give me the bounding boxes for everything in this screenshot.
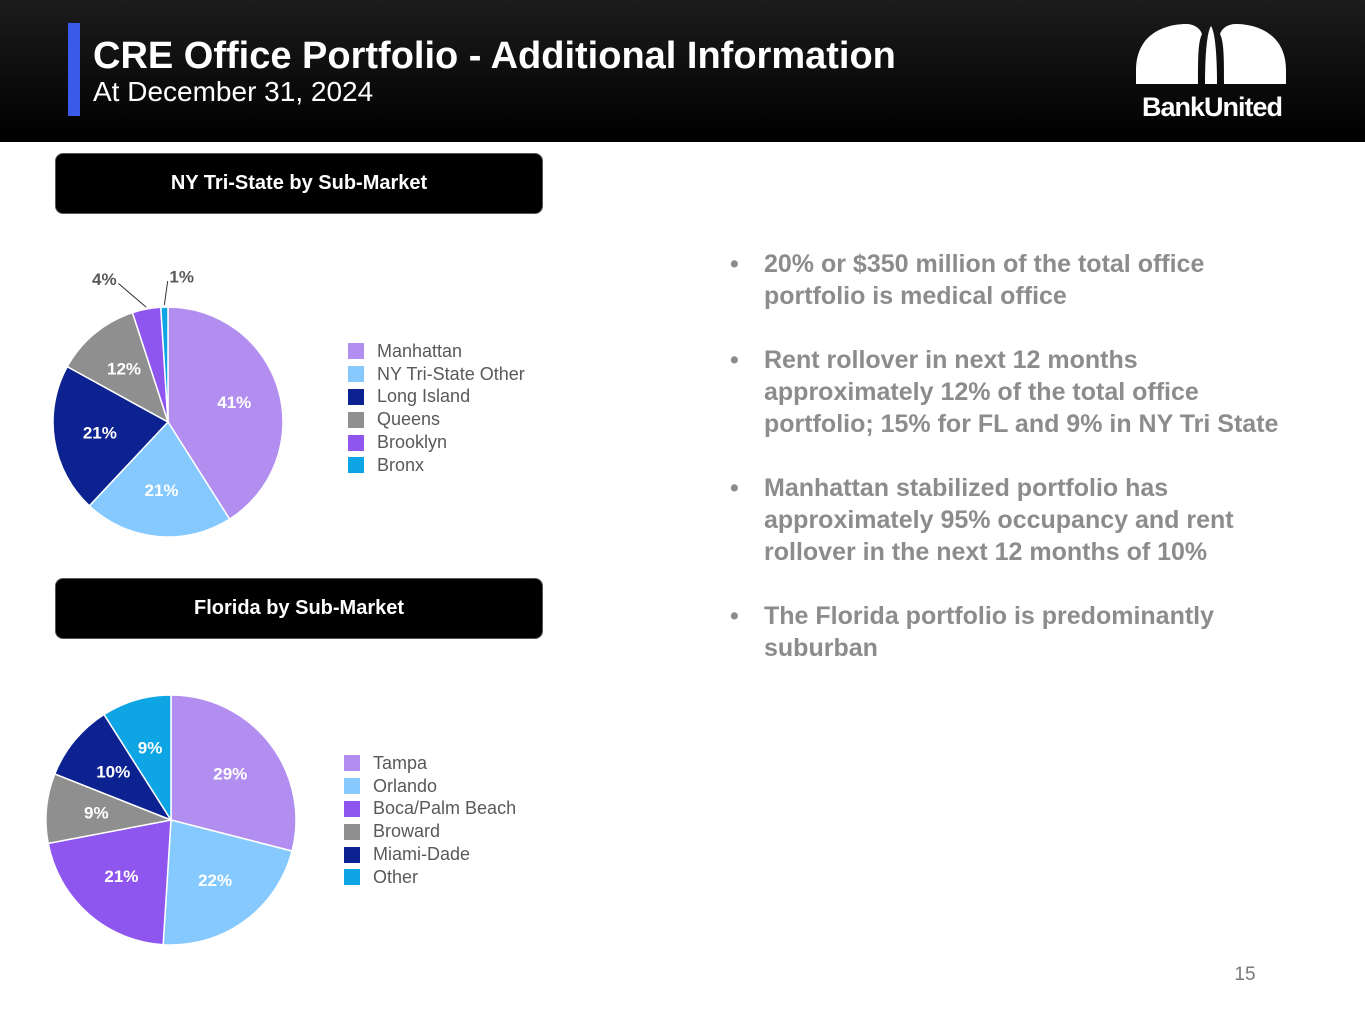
data-label-manhattan: 41%: [217, 393, 251, 412]
legend-label: Broward: [373, 821, 441, 842]
bullet-dot: •: [730, 602, 739, 630]
bullet-text: Manhattan stabilized portfolio has appro…: [764, 474, 1234, 566]
pie-slice-tampa: [170, 694, 297, 852]
pie-slice-ny-tri-state-other: [88, 420, 231, 538]
legend-swatch: [348, 388, 364, 405]
legend-item-other: Other: [344, 866, 516, 889]
legend-swatch: [344, 846, 360, 863]
slide-title: CRE Office Portfolio - Additional Inform…: [93, 35, 896, 77]
bullet-item: • The Florida portfolio is predominantly …: [730, 600, 1290, 664]
legend-label: Other: [373, 866, 419, 887]
florida-pie-chart: 29% 22% 21% 9% 10% 9%: [45, 694, 297, 946]
pie-slice-other: [102, 694, 172, 823]
bullet-text: 20% or $350 million of the total office …: [764, 250, 1205, 310]
leader-line-bronx: [163, 280, 169, 306]
legend-label: Boca/Palm Beach: [373, 798, 517, 819]
data-label-long-island: 21%: [83, 423, 117, 442]
pie-slice-miami-dade: [53, 713, 173, 822]
data-label-bronx: 1%: [169, 268, 194, 287]
florida-chart-title: Florida by Sub-Market: [55, 578, 543, 639]
legend-label: Orlando: [373, 775, 438, 796]
florida-pie-legend: Tampa Orlando Boca/Palm Beach Broward Miami-…: [344, 752, 516, 889]
pie-slice-orlando: [162, 819, 293, 946]
legend-item-boca-palm-beach: Boca/Palm Beach: [344, 798, 516, 821]
logo-arch-icon: [1136, 24, 1286, 84]
legend-item-manhattan: Manhattan: [348, 340, 525, 363]
legend-item-queens: Queens: [348, 408, 525, 431]
logo-text: BankUnited: [1141, 92, 1283, 122]
legend-swatch: [344, 755, 360, 772]
legend-label: Manhattan: [377, 340, 463, 361]
legend-swatch: [348, 343, 364, 360]
data-label-broward: 9%: [84, 803, 109, 822]
legend-item-tampa: Tampa: [344, 752, 516, 775]
data-label-brooklyn: 4%: [92, 270, 117, 289]
legend-item-ny-tri-state-other: NY Tri-State Other: [348, 363, 525, 386]
legend-label: NY Tri-State Other: [377, 363, 525, 384]
data-label-tampa: 29%: [213, 765, 247, 784]
bullet-text: Rent rollover in next 12 months approxim…: [764, 346, 1279, 438]
slide-subtitle: At December 31, 2024: [93, 76, 374, 107]
legend-item-bronx: Bronx: [348, 454, 525, 477]
bullet-text: The Florida portfolio is predominantly s…: [764, 602, 1215, 662]
pie-slice-long-island: [52, 365, 170, 507]
bankunited-logo: BankUnited: [1128, 18, 1296, 128]
leader-line-brooklyn: [118, 283, 147, 308]
ny-chart-title: NY Tri-State by Sub-Market: [55, 153, 543, 214]
legend-item-brooklyn: Brooklyn: [348, 431, 525, 454]
key-points-list: • 20% or $350 million of the total office…: [730, 248, 1290, 696]
pie-slice-boca-palm-beach: [47, 819, 172, 946]
legend-item-long-island: Long Island: [348, 386, 525, 409]
data-label-queens: 12%: [107, 359, 141, 378]
data-label-orlando: 22%: [198, 871, 232, 890]
legend-label: Miami-Dade: [373, 844, 471, 865]
legend-label: Bronx: [377, 454, 425, 475]
legend-item-orlando: Orlando: [344, 775, 516, 798]
pie-slice-queens: [66, 311, 170, 424]
data-label-ny-tri-state-other: 21%: [144, 481, 178, 500]
bullet-dot: •: [730, 250, 739, 278]
ny-pie-legend: Manhattan NY Tri-State Other Long Island Qu…: [348, 340, 525, 477]
legend-label: Queens: [377, 409, 441, 430]
slide-header: CRE Office Portfolio - Additional Inform…: [0, 0, 1365, 142]
legend-swatch: [348, 434, 364, 451]
legend-item-miami-dade: Miami-Dade: [344, 843, 516, 866]
data-label-other: 9%: [138, 738, 163, 757]
bullet-dot: •: [730, 474, 739, 502]
legend-swatch: [348, 366, 364, 383]
accent-bar: [68, 23, 80, 116]
data-label-boca-palm-beach: 21%: [104, 867, 138, 886]
legend-label: Brooklyn: [377, 432, 448, 453]
legend-swatch: [348, 457, 364, 474]
bullet-dot: •: [730, 346, 739, 374]
legend-item-broward: Broward: [344, 820, 516, 843]
legend-swatch: [344, 800, 360, 817]
data-label-miami-dade: 10%: [96, 763, 130, 782]
legend-label: Tampa: [373, 752, 428, 773]
legend-swatch: [344, 778, 360, 795]
ny-pie-chart: 41% 21% 21% 12% 4% 1%: [52, 268, 284, 538]
legend-swatch: [344, 869, 360, 886]
page-number: 15: [1234, 964, 1256, 985]
bullet-item: • Rent rollover in next 12 months approxi…: [730, 344, 1290, 440]
legend-label: Long Island: [377, 386, 471, 407]
legend-swatch: [344, 823, 360, 840]
pie-slice-bronx: [159, 306, 169, 423]
bullet-item: • Manhattan stabilized portfolio has appr…: [730, 472, 1290, 568]
legend-swatch: [348, 411, 364, 428]
bullet-item: • 20% or $350 million of the total office…: [730, 248, 1290, 312]
